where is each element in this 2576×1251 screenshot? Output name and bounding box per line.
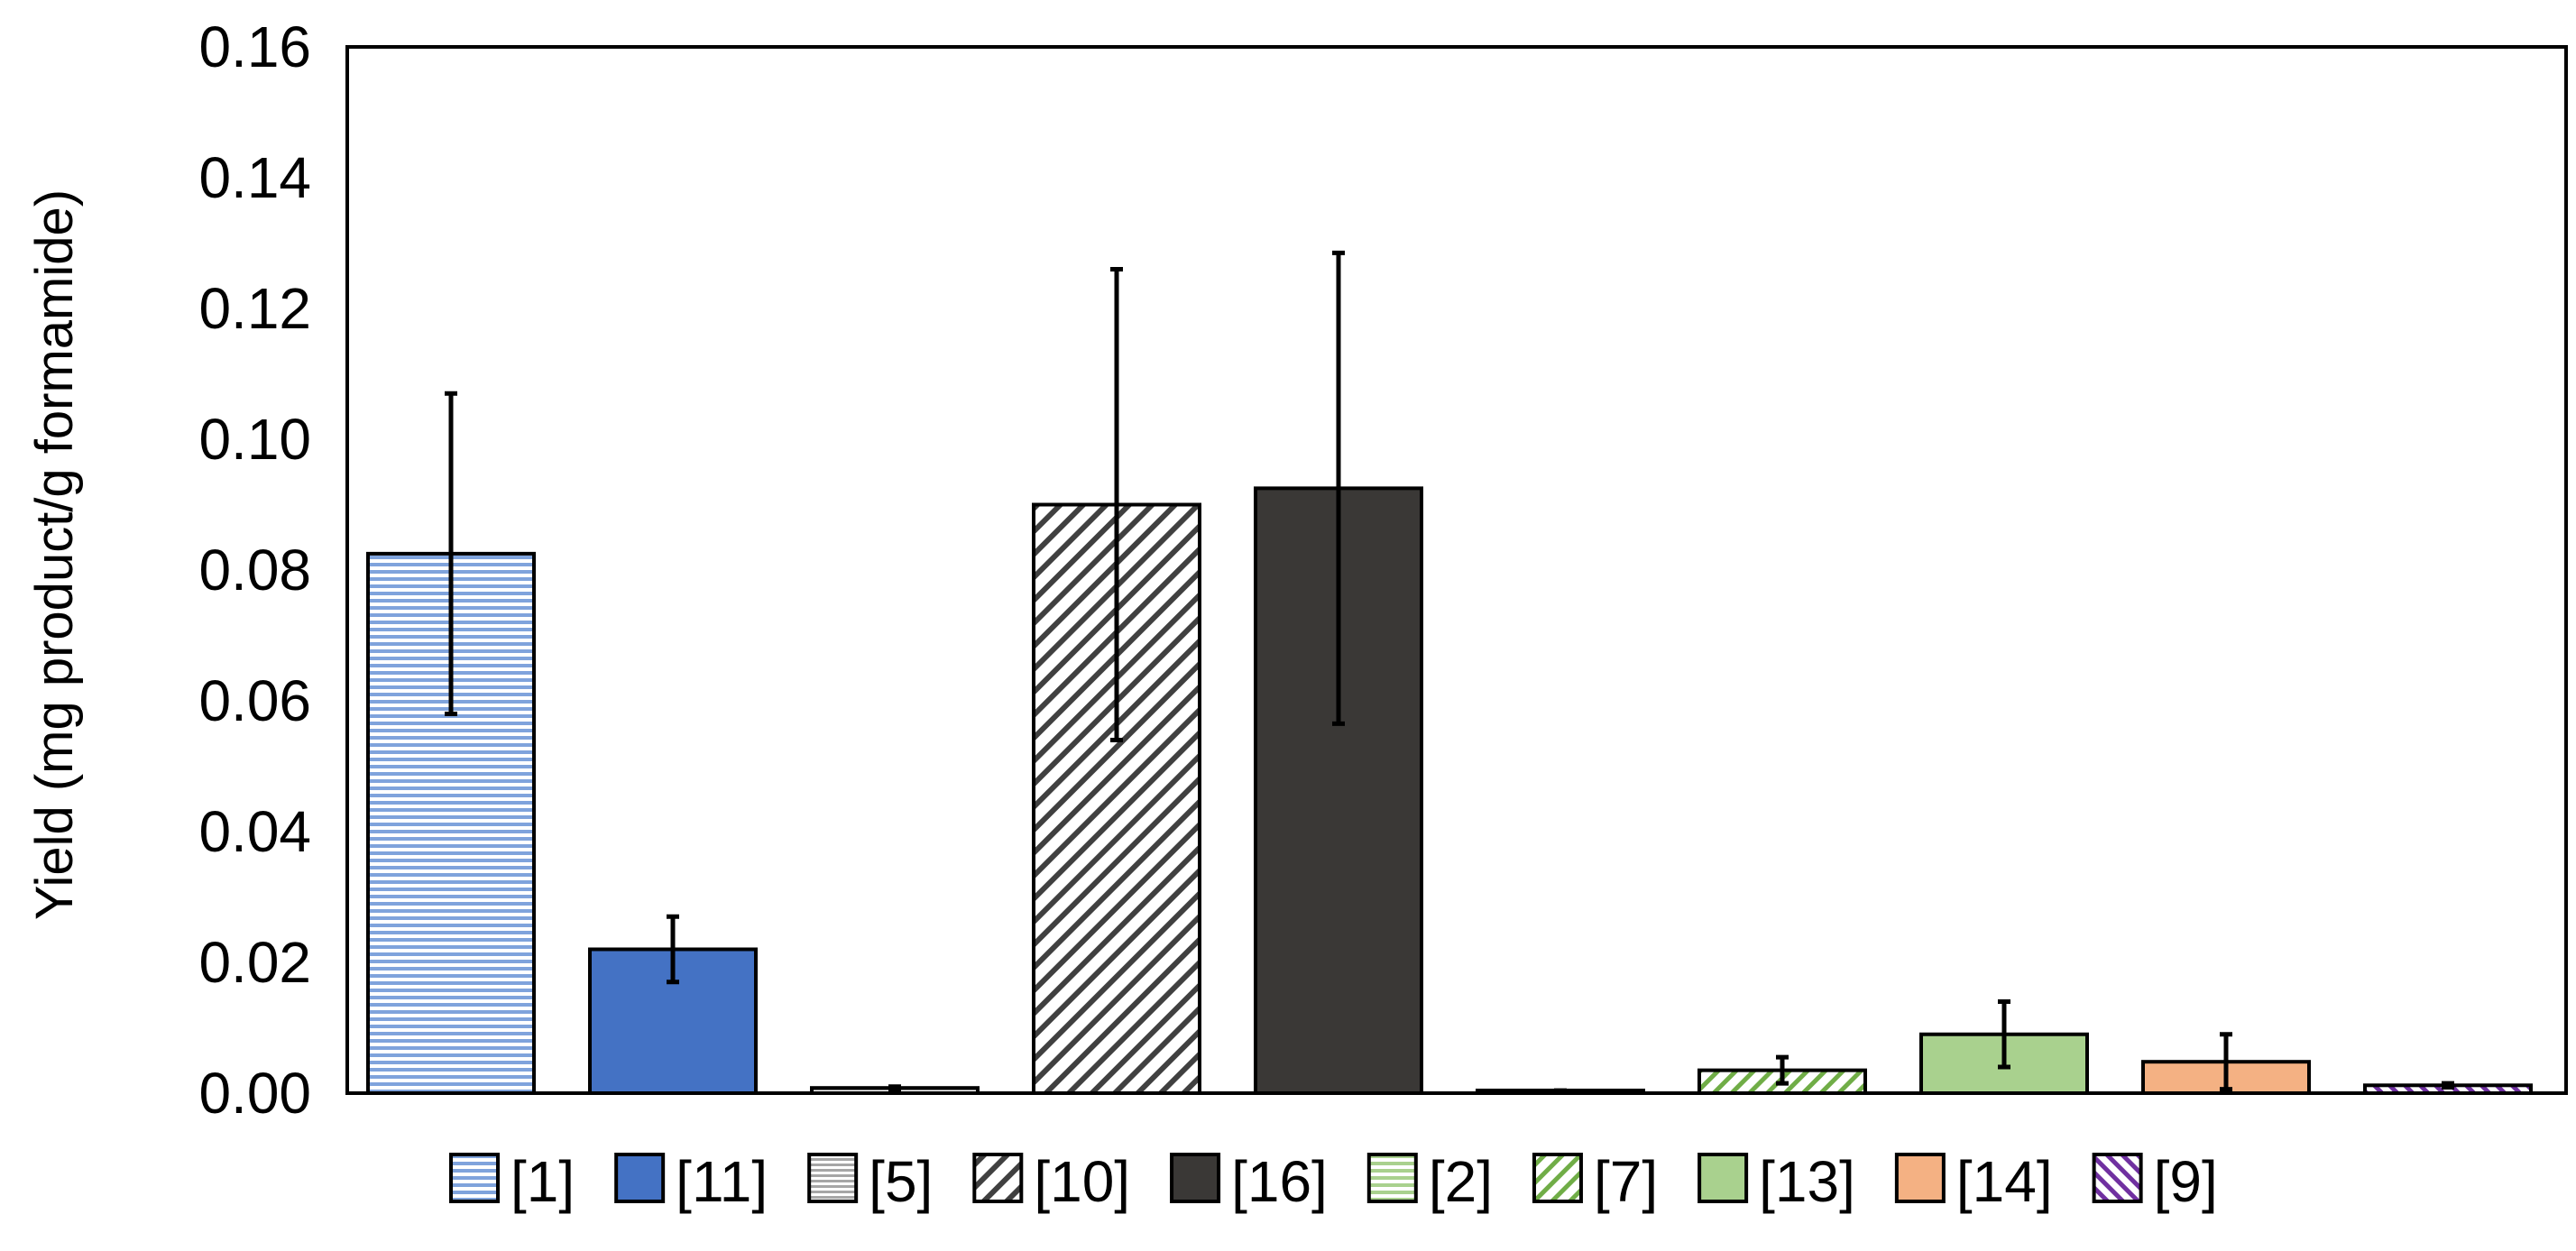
legend-label: [2] [1429,1149,1493,1214]
legend-swatch [1366,1153,1418,1203]
legend-label: [7] [1594,1149,1658,1214]
legend-swatch [972,1153,1024,1203]
error-bars [445,250,2454,1095]
error-bar-13 [1998,999,2010,1070]
legend-label: [5] [869,1149,933,1214]
legend-item-13: [13] [1697,1149,1855,1214]
error-bar-5 [888,1084,901,1092]
legend: [1] [11] [5] [10] [16] [2] [7] [13] [14] [9] [449,1149,2218,1214]
legend-item-7: [7] [1532,1149,1658,1214]
legend-swatch [1894,1153,1946,1203]
legend-label: [1] [511,1149,575,1214]
y-tick-label: 0.04 [198,799,311,864]
legend-swatch [1170,1153,1221,1203]
y-tick-label: 0.08 [198,538,311,603]
legend-item-10: [10] [972,1149,1130,1214]
legend-item-2: [2] [1366,1149,1493,1214]
legend-swatch [807,1153,859,1203]
error-bar-9 [2442,1081,2454,1090]
y-axis-title: Yield (mg product/g formamide) [25,189,84,920]
y-tick-label: 0.00 [198,1061,311,1126]
error-bar-11 [667,914,679,985]
y-tick-label: 0.12 [198,276,311,341]
plot-frame [345,45,2568,1095]
legend-item-9: [9] [2092,1149,2218,1214]
legend-item-11: [11] [614,1149,768,1214]
y-tick-label: 0.10 [198,407,311,472]
error-bar-16 [1332,250,1345,726]
y-tick-label: 0.16 [198,14,311,79]
legend-item-14: [14] [1894,1149,2053,1214]
plot-area [345,45,2568,1095]
bars [366,486,2533,1096]
legend-swatch [1697,1153,1749,1203]
error-bar-7 [1776,1054,1789,1086]
legend-label: [9] [2154,1149,2218,1214]
legend-item-16: [16] [1170,1149,1328,1214]
legend-swatch [614,1153,666,1203]
error-bar-1 [445,391,457,716]
y-tick-label: 0.06 [198,668,311,733]
legend-swatch [449,1153,500,1203]
legend-label: [11] [676,1149,768,1214]
y-axis: 0.00 0.02 0.04 0.06 0.08 0.10 0.12 0.14 0.16 [198,14,311,1126]
y-tick-label: 0.14 [198,145,311,210]
legend-label: [16] [1231,1149,1328,1214]
error-bar-14 [2220,1032,2232,1092]
legend-item-1: [1] [449,1149,575,1214]
legend-label: [10] [1034,1149,1130,1214]
error-bar-2 [1554,1088,1567,1095]
legend-swatch [1532,1153,1583,1203]
legend-label: [14] [1956,1149,2053,1214]
legend-label: [13] [1759,1149,1855,1214]
legend-swatch [2092,1153,2143,1203]
error-bar-10 [1110,267,1123,742]
y-tick-label: 0.02 [198,930,311,995]
legend-item-5: [5] [807,1149,933,1214]
